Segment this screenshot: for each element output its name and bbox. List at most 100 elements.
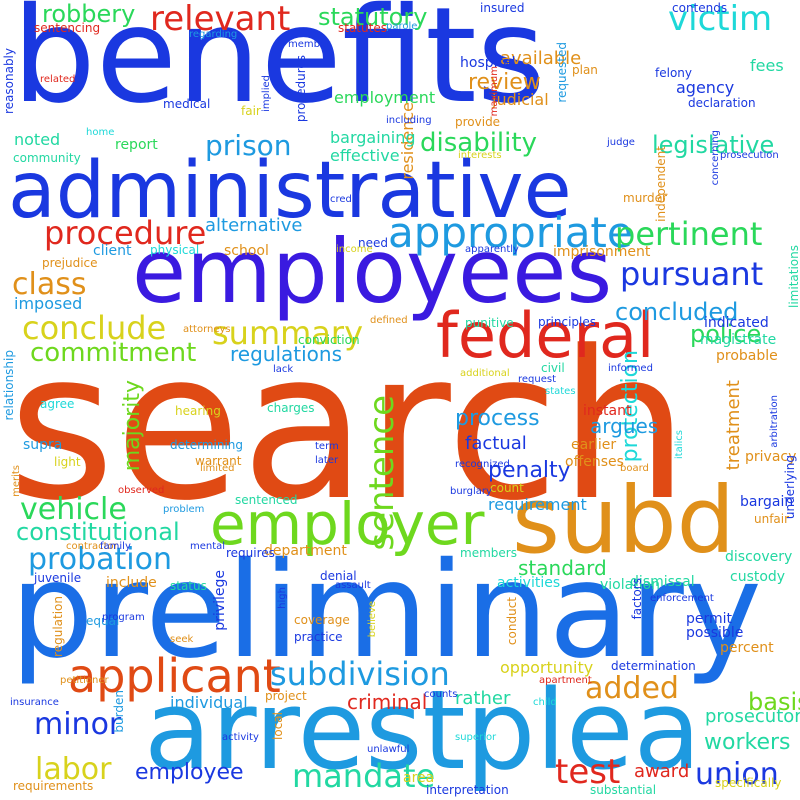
word-hearing: hearing	[175, 404, 221, 418]
word-sentencing: sentencing	[34, 21, 101, 35]
word-related: related	[40, 74, 76, 85]
word-apartment: apartment	[539, 675, 592, 686]
word-principles: principles	[538, 315, 597, 329]
word-enforcement: enforcement	[650, 593, 714, 604]
word-counts: counts	[424, 689, 458, 700]
word-declaration: declaration	[688, 96, 756, 110]
word-imprisonment: imprisonment	[553, 244, 651, 260]
word-underlying: underlying	[783, 455, 797, 520]
word-status: status	[170, 579, 207, 593]
word-observed: observed	[118, 485, 165, 496]
word-regulation: regulation	[51, 596, 65, 657]
word-individual: individual	[170, 693, 248, 712]
word-area: area	[403, 770, 435, 786]
word-preliminary: preliminary	[10, 534, 762, 688]
word-insurance: insurance	[10, 697, 59, 708]
word-subdivision: subdivision	[270, 655, 450, 693]
word-report: report	[115, 137, 158, 153]
word-conduct: conduct	[505, 597, 519, 646]
word-employee: employee	[135, 760, 244, 785]
word-concerning: concerning	[710, 130, 721, 186]
word-rather: rather	[455, 688, 511, 709]
word-relationship: relationship	[2, 350, 16, 421]
word-physical: physical	[150, 243, 200, 257]
word-arrestplea: arrestplea	[144, 666, 702, 794]
word-local: local	[271, 712, 285, 740]
word-victim: victim	[668, 0, 773, 39]
word-parole: parole	[386, 21, 418, 32]
word-procedure: procedure	[44, 214, 207, 252]
word-burglary: burglary	[450, 486, 492, 497]
word-income: income	[336, 244, 373, 255]
word-credit: credit	[330, 194, 359, 205]
word-judge: judge	[607, 137, 635, 148]
word-coverage: coverage	[294, 613, 350, 627]
word-limitations: limitations	[787, 245, 800, 308]
word-warrant: warrant	[195, 454, 242, 468]
word-agency: agency	[676, 78, 735, 97]
word-pursuant: pursuant	[620, 255, 764, 293]
word-lack: lack	[273, 364, 294, 375]
word-labor: labor	[35, 752, 112, 787]
word-mandate: mandate	[292, 757, 436, 795]
word-basis: basis	[748, 688, 800, 716]
word-noted: noted	[14, 130, 61, 149]
word-interpretation: interpretation	[426, 783, 509, 797]
word-arbitration: arbitration	[769, 395, 780, 448]
word-apparently: apparently	[465, 244, 519, 255]
word-criminal: criminal	[347, 690, 428, 714]
word-agree: agree	[40, 397, 75, 411]
word-penalty: penalty	[488, 458, 571, 483]
word-instant: instant	[583, 403, 632, 419]
word-problem: problem	[163, 504, 205, 515]
word-requirement: requirement	[488, 495, 587, 514]
word-independent: independent	[654, 146, 668, 222]
word-award: award	[634, 761, 690, 782]
word-administrative: administrative	[8, 146, 572, 236]
word-sentenced: sentenced	[235, 493, 298, 507]
word-determining: determining	[170, 438, 243, 452]
word-defined: defined	[370, 315, 408, 326]
word-interests: interests	[458, 150, 502, 161]
word-insured: insured	[480, 1, 525, 15]
word-indicated: indicated	[704, 315, 769, 331]
word-requested: requested	[555, 42, 569, 103]
word-legislative: legislative	[652, 131, 775, 159]
word-prejudice: prejudice	[42, 256, 98, 270]
word-contends: contends	[672, 1, 728, 15]
word-specifically: specifically	[715, 776, 782, 790]
word-felony: felony	[655, 66, 692, 80]
word-attorneys: attorneys	[183, 324, 231, 335]
word-home: home	[86, 127, 115, 138]
word-standard: standard	[518, 556, 607, 580]
word-high: high	[277, 587, 288, 609]
word-including: including	[386, 115, 432, 126]
word-employees: employees	[132, 220, 613, 323]
word-reasonably: reasonably	[2, 48, 16, 115]
word-union: union	[695, 757, 779, 792]
word-informed: informed	[608, 363, 653, 374]
word-factors: factors	[630, 578, 644, 620]
word-seek: seek	[170, 634, 194, 645]
word-regulations: regulations	[230, 342, 343, 366]
word-determination: determination	[611, 659, 696, 673]
word-department: department	[264, 543, 347, 559]
word-burden: burden	[112, 690, 126, 733]
word-imposed: imposed	[14, 294, 83, 313]
word-civil: civil	[541, 361, 565, 375]
word-murder: murder	[623, 191, 667, 205]
word-requirements: requirements	[13, 779, 94, 793]
word-permit: permit	[686, 611, 733, 627]
word-substantial: substantial	[590, 783, 657, 797]
word-police: police	[690, 320, 762, 348]
word-appropriate: appropriate	[388, 208, 633, 257]
word-activities: activities	[497, 575, 561, 591]
word-employment: employment	[334, 88, 436, 107]
word-discovery: discovery	[725, 549, 793, 565]
word-hospital: hospital	[460, 55, 516, 71]
word-dismissal: dismissal	[630, 574, 695, 590]
word-sentence: sentence	[362, 395, 402, 551]
word-merits: merits	[11, 465, 22, 497]
word-child: child	[533, 697, 557, 708]
